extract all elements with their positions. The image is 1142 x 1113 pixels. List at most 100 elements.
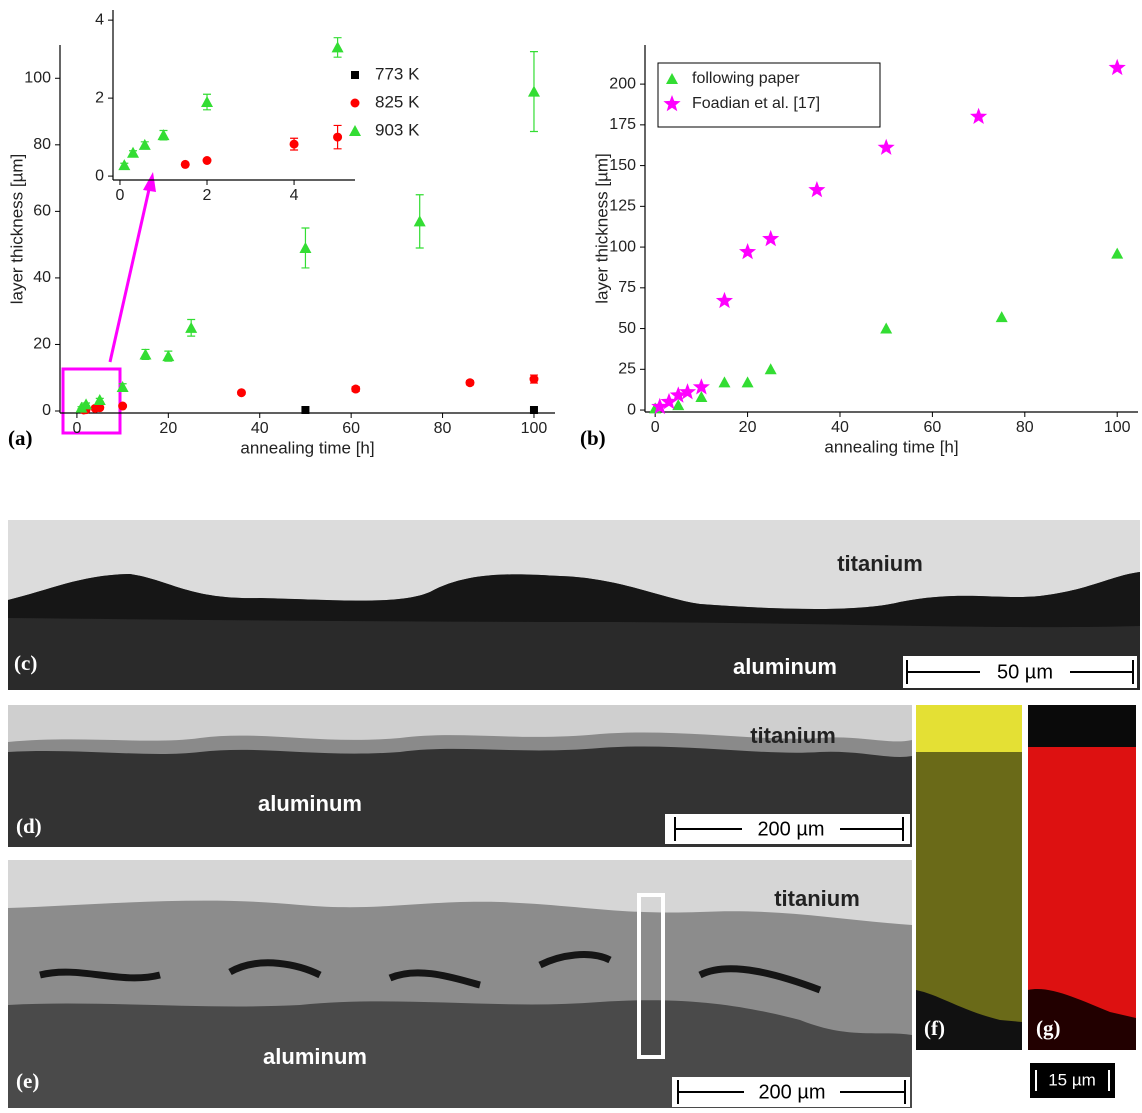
point [351,384,361,394]
arrow [108,184,152,363]
panel-label: (e) [16,1069,39,1093]
x-tick-label: 0 [116,187,125,204]
y-tick-label: 150 [609,157,636,174]
point [995,311,1008,323]
point [162,350,175,362]
point [527,85,540,97]
highlight-box [61,367,122,435]
x-tick-label: 60 [923,419,941,436]
y-tick-label: 25 [618,361,636,378]
x-tick-label: 20 [159,420,177,437]
legend-label: following paper [692,70,800,87]
point [529,406,538,415]
y-axis-title: layer thickness [µm] [7,154,26,305]
point [236,388,246,398]
legend-marker [351,71,359,79]
point [715,291,733,309]
point [413,215,426,227]
point [741,376,754,388]
y-tick-label: 80 [33,136,51,153]
point [157,129,170,141]
legend-marker [663,95,681,112]
point [669,386,687,403]
y-tick-label: 4 [95,11,104,28]
point [762,229,780,247]
point [333,132,343,142]
micrograph-e: titanium aluminum (e) 200 µm [8,860,912,1108]
x-tick-label: 100 [521,420,548,437]
point [138,138,151,150]
point [202,156,212,166]
point [970,107,988,124]
aluminum-label: aluminum [258,791,362,816]
micrograph-c: titanium aluminum (c) 50 µm [8,520,1140,690]
point [139,348,152,360]
x-tick-label: 80 [1016,419,1034,436]
point [880,322,893,334]
point [695,391,708,403]
point [299,241,312,253]
panel-label: (b) [580,426,606,450]
x-tick-label: 60 [342,420,360,437]
point [692,378,710,395]
legend-label: 903 K [375,120,420,139]
x-tick-label: 80 [434,420,452,437]
panel-label: (g) [1036,1016,1061,1040]
y-tick-label: 60 [33,203,51,220]
y-tick-label: 175 [609,116,636,133]
point [739,243,757,260]
point [877,138,895,155]
point [118,159,131,171]
y-tick-label: 100 [609,238,636,255]
titanium-label: titanium [750,723,836,748]
point [185,321,198,333]
y-tick-label: 0 [627,401,636,418]
panel-label: (c) [14,651,37,675]
point [95,403,105,413]
point [764,363,777,375]
legend-label: 825 K [375,92,420,111]
x-tick-label: 20 [739,419,757,436]
panel-label: (a) [8,426,33,450]
y-tick-label: 100 [24,69,51,86]
x-tick-label: 40 [831,419,849,436]
scale-bar-label: 200 µm [757,818,824,840]
y-tick-label: 0 [95,167,104,184]
point [1111,247,1124,259]
scale-bar-label: 50 µm [997,661,1053,683]
titanium-label: titanium [774,886,860,911]
legend-frame [657,62,881,128]
point [672,399,685,411]
micrograph-d: titanium aluminum (d) 200 µm [8,705,912,847]
legend-marker [666,73,678,84]
point [127,146,140,158]
x-tick-label: 2 [203,187,212,204]
y-tick-label: 40 [33,269,51,286]
arrow-head [143,172,156,192]
y-tick-label: 200 [609,75,636,92]
legend-label: 773 K [375,64,420,83]
aluminum-label: aluminum [733,654,837,679]
point [808,181,826,198]
point [678,383,697,400]
point [465,378,475,388]
y-tick-label: 125 [609,198,636,215]
point [93,394,106,406]
point [301,406,310,415]
point [116,381,129,393]
panel-label: (d) [16,814,42,838]
y-tick-label: 2 [95,89,104,106]
y-tick-label: 75 [618,279,636,296]
y-tick-label: 0 [42,402,51,419]
x-tick-label: 0 [651,419,660,436]
point [660,392,678,410]
point [529,374,539,384]
y-tick-label: 20 [33,336,51,353]
panel-label: (f) [924,1016,945,1040]
scale-bar-label: 15 µm [1048,1070,1096,1089]
titanium-label: titanium [837,551,923,576]
legend-label: Foadian et al. [17] [692,95,820,112]
map-f: (f) [916,705,1022,1050]
y-axis-title: layer thickness [µm] [592,153,611,304]
